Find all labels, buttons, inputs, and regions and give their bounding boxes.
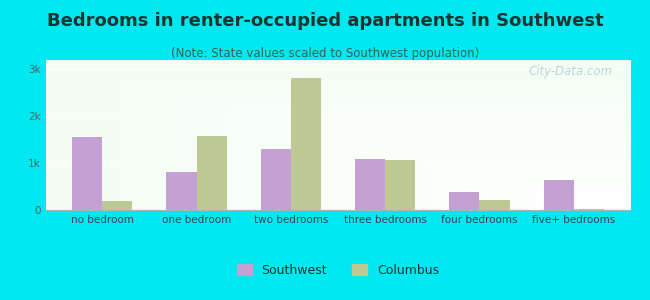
Bar — [196, 136, 227, 210]
Bar — [291, 78, 321, 210]
Bar — [261, 149, 291, 210]
Bar — [385, 160, 415, 210]
Bar — [102, 201, 133, 210]
Text: Bedrooms in renter-occupied apartments in Southwest: Bedrooms in renter-occupied apartments i… — [47, 12, 603, 30]
Bar — [449, 192, 480, 210]
Text: City-Data.com: City-Data.com — [529, 64, 613, 77]
Bar — [543, 179, 574, 210]
Bar — [72, 137, 102, 210]
Legend: Southwest, Columbus: Southwest, Columbus — [231, 259, 445, 282]
Bar — [166, 172, 196, 210]
Bar — [355, 159, 385, 210]
Bar — [480, 200, 510, 210]
Bar — [574, 209, 604, 210]
Text: (Note: State values scaled to Southwest population): (Note: State values scaled to Southwest … — [171, 46, 479, 59]
